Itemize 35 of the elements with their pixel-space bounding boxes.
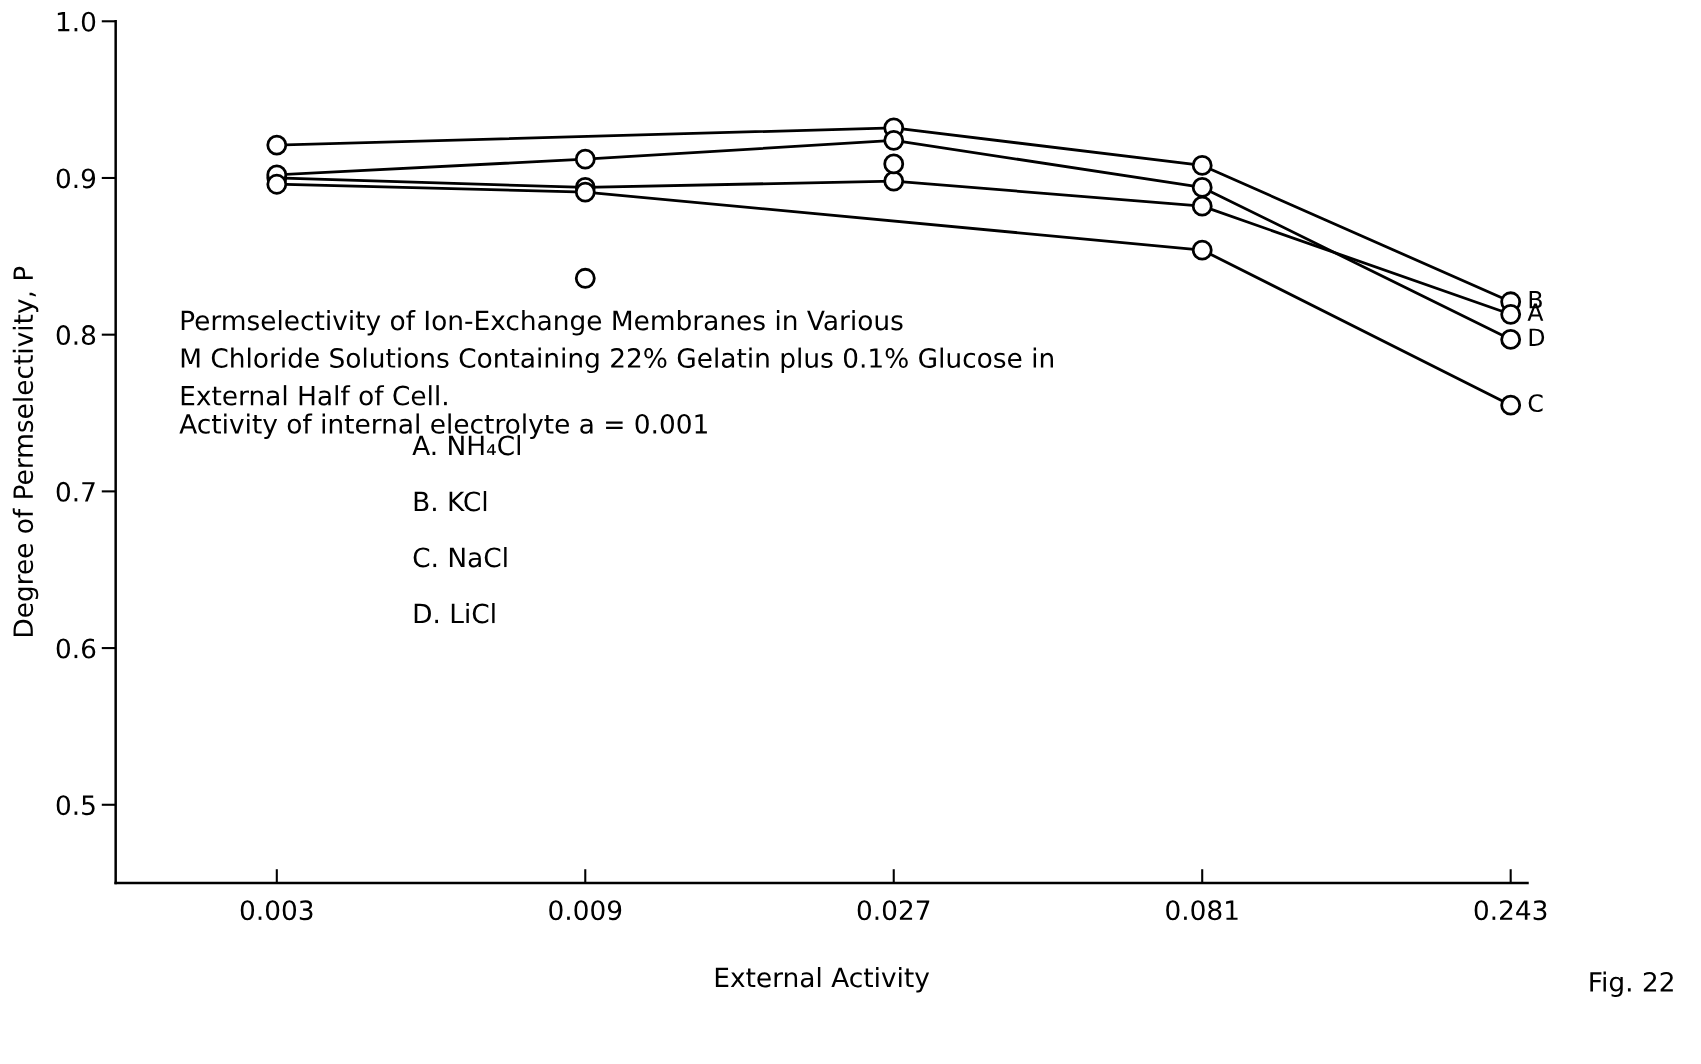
series-label: C [1528, 394, 1543, 413]
point [1191, 176, 1213, 198]
x-tick-label: 0.027 [857, 900, 930, 921]
point [1191, 195, 1213, 217]
y-tick-label: 1.0 [57, 11, 96, 32]
y-tick-label: 0.5 [56, 795, 95, 816]
y-tick-label: 0.9 [56, 168, 96, 189]
x-tick-label: 0.003 [240, 900, 313, 921]
annotation: D. LiCl [414, 603, 495, 624]
x-tick-label: 0.009 [549, 900, 622, 921]
caption: Fig. 22 [1590, 971, 1673, 997]
point [1500, 303, 1522, 325]
x-tick-label: 0.243 [1474, 900, 1547, 921]
point [574, 148, 596, 170]
y-axis-title: Degree of Permselectivity, P [12, 266, 39, 637]
point [883, 153, 905, 175]
point [266, 173, 288, 195]
point [883, 129, 905, 151]
x-axis-title: External Activity [715, 966, 930, 993]
annotation: Permselectivity of Ion-Exchange Membranes in Various M Chloride Solutions Containing 22% Gelatin plus 0.1% Glucose in External Half of Cell. [181, 310, 1053, 406]
annotation: C. NaCl [413, 547, 507, 568]
point [1191, 155, 1213, 176]
point [574, 267, 596, 289]
point [574, 181, 596, 203]
point [1500, 394, 1522, 416]
y-tick-label: 0.8 [56, 325, 96, 346]
series-label: D [1529, 328, 1545, 346]
y-tick-label: 0.6 [56, 638, 96, 659]
point [1191, 239, 1213, 261]
y-tick-label: 0.7 [56, 481, 95, 502]
point [883, 170, 905, 192]
point [1500, 328, 1522, 350]
x-tick-label: 0.081 [1166, 900, 1238, 921]
annotation: B. KCl [414, 490, 487, 512]
point [266, 134, 288, 156]
